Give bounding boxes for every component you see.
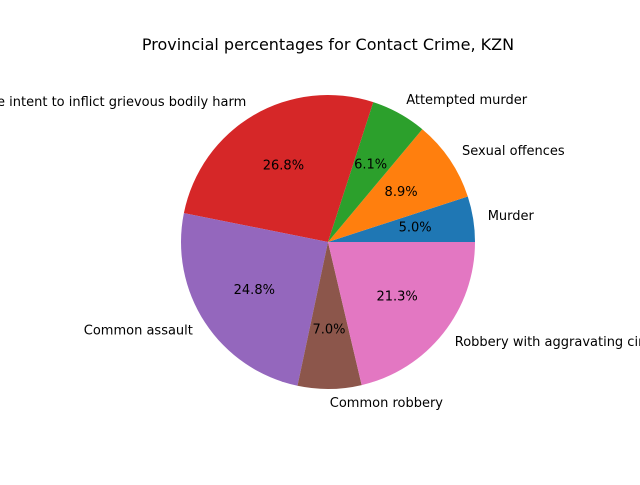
slice-percent-attempted-murder: 6.1% (354, 157, 387, 172)
slice-percent-sexual-offences: 8.9% (385, 185, 418, 200)
slice-label-common-robbery: Common robbery (330, 396, 444, 411)
pie-slices (181, 95, 475, 390)
pie-labels: Murder 5.0% Sexual offences 8.9% Attempted m… (0, 93, 640, 411)
pie-slice-sexual-offences (328, 129, 468, 242)
pie-slice-murder (328, 196, 475, 242)
slice-label-sexual-offences: Sexual offences (462, 144, 565, 159)
slice-label-attempted-murder: Attempted murder (406, 93, 528, 108)
pie-slice-robbery-with-aggravating-circumstances (328, 242, 475, 386)
slice-label-common-assault: Common assault (84, 323, 193, 338)
pie-slice-common-robbery (297, 242, 362, 390)
slice-percent-murder: 5.0% (399, 221, 432, 236)
pie-slice-assault-with-the-intent-to-inflict-grievous-bodily-harm (183, 95, 374, 242)
chart-title: Provincial percentages for Contact Crime… (142, 35, 514, 54)
pie-slice-attempted-murder (328, 102, 423, 242)
pie-slice-common-assault (181, 213, 328, 386)
slice-label-murder: Murder (488, 209, 535, 224)
slice-percent-robbery-with-aggravating-circumstances: 21.3% (376, 289, 417, 304)
slice-percent-assault-with-the-intent-to-inflict-grievous-bodily-harm: 26.8% (263, 158, 304, 173)
slice-label-robbery-with-aggravating-circumstances: Robbery with aggravating circumstances (455, 335, 640, 350)
slice-label-assault-with-the-intent-to-inflict-grievous-bodily-harm: Assault with the intent to inflict griev… (0, 95, 246, 110)
slice-percent-common-robbery: 7.0% (312, 323, 345, 338)
slice-percent-common-assault: 24.8% (234, 283, 275, 298)
